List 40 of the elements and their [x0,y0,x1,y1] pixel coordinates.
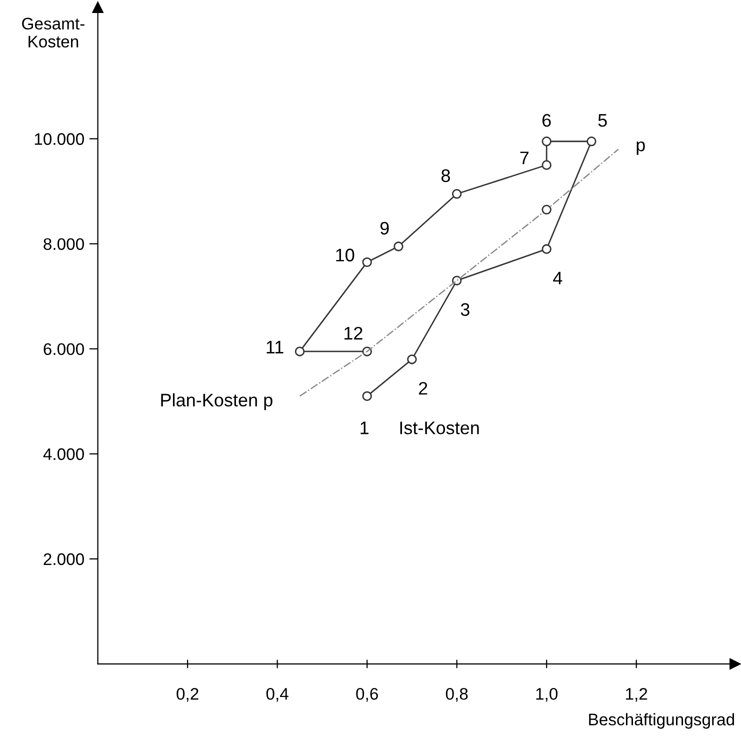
annotation: 6 [542,114,551,127]
annotation: 9 [380,222,389,235]
series-label: Plan-Kosten p [161,393,272,410]
x-tick-label: 0,6 [356,688,378,702]
y-tick-label: 10.000 [34,133,84,145]
annotation: 2 [418,382,428,395]
text: Ist-Kosten [400,422,479,434]
x-tick-label: 0,4 [266,688,288,702]
point [542,204,552,215]
point [542,160,552,170]
annotation: 12 [344,326,362,340]
annotation: 7 [520,152,528,164]
point [452,189,462,199]
y-tick-label: 8.000 [44,238,84,250]
x-tick-label: 0,2 [176,688,198,702]
annotation: p [636,141,645,155]
y-tick-label: 4.000 [43,448,84,460]
point [542,244,552,254]
annotation: 11 [266,340,284,354]
x-tick-label: 1,2 [626,688,648,702]
annotation: 3 [460,303,470,316]
point [294,346,305,356]
annotation: 10 [336,248,354,262]
y-tick-label: 6.000 [44,343,84,356]
point [452,276,462,286]
y-axis-title: Gesamt- Kosten [22,18,84,48]
x-axis-title: Beschäftigungsgrad [589,713,734,729]
point [586,136,596,146]
point [362,391,372,401]
point [394,242,404,252]
point [407,354,417,364]
annotation: 1 [360,422,368,434]
y-tick-label: 2.000 [44,553,84,566]
annotation: 8 [441,169,450,182]
x-tick-label: 1,0 [536,688,558,702]
point [542,136,552,146]
x-tick-label: 0,8 [446,688,468,702]
annotation: 4 [553,272,562,284]
annotation: 5 [598,114,607,127]
point [362,257,372,268]
